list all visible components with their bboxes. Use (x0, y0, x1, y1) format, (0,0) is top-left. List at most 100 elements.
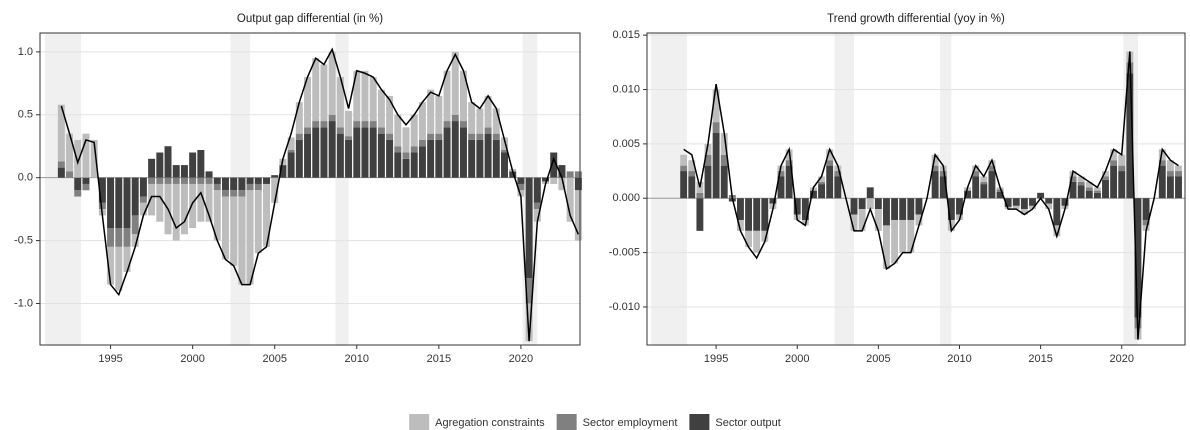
bar (525, 278, 533, 304)
x-tick-label: 2005 (866, 353, 890, 365)
bar (1102, 176, 1109, 180)
bar (1102, 179, 1109, 199)
bar (1085, 190, 1093, 199)
bar (180, 183, 188, 235)
bar (353, 127, 361, 178)
bar (533, 209, 541, 222)
bar (1012, 198, 1020, 206)
bar (1077, 185, 1085, 199)
bar (834, 171, 842, 177)
bar (295, 139, 303, 178)
bar (328, 51, 336, 115)
plot-frame (646, 32, 1186, 346)
y-tick-label: 1.0 (18, 46, 33, 58)
bar (336, 127, 344, 134)
bar (492, 139, 500, 178)
bar (353, 70, 361, 122)
bar (753, 230, 761, 253)
legend-label: Sector employment (583, 417, 678, 429)
bar (745, 230, 753, 248)
bar (1158, 165, 1166, 199)
bar (858, 209, 866, 231)
bar (205, 171, 213, 178)
bar (696, 192, 704, 199)
bar (492, 108, 500, 134)
bar (680, 165, 688, 172)
bar (558, 165, 566, 178)
bar (82, 177, 90, 184)
bar (98, 177, 106, 203)
bar (66, 133, 74, 172)
bar (769, 198, 777, 204)
bar (476, 133, 484, 140)
bar (1166, 171, 1174, 177)
x-tick-label: 2015 (427, 353, 451, 365)
bar (131, 177, 139, 216)
bar (1110, 165, 1118, 199)
bar (680, 171, 688, 199)
legend-swatch (689, 414, 710, 430)
bar (295, 133, 303, 140)
bar (287, 152, 295, 178)
bar (761, 198, 769, 231)
bar (793, 198, 801, 215)
bar (377, 133, 385, 178)
bar (377, 89, 385, 128)
bar (826, 160, 834, 166)
bar (197, 183, 205, 222)
bar (435, 95, 443, 134)
bar (172, 165, 180, 178)
bar (254, 183, 262, 191)
bar (336, 77, 344, 128)
bar (688, 160, 696, 172)
bar (435, 139, 443, 178)
bar (74, 139, 82, 178)
bar (107, 246, 115, 285)
bar (1093, 187, 1101, 191)
bar (410, 152, 418, 178)
bar (148, 183, 156, 216)
bar (221, 177, 229, 191)
bar (1037, 192, 1045, 199)
bar (468, 133, 476, 140)
bar (1118, 154, 1126, 166)
bar (566, 171, 574, 178)
bar (279, 165, 287, 178)
bar (1020, 198, 1028, 210)
bar (427, 133, 435, 140)
bar (156, 183, 164, 222)
bar (254, 177, 262, 184)
y-tick-label: -0.010 (609, 301, 640, 313)
bar (443, 70, 451, 122)
bar (254, 190, 262, 254)
bar (312, 127, 320, 178)
bar (501, 152, 508, 178)
total-line (60, 47, 580, 342)
bar (720, 165, 728, 199)
bar (826, 165, 834, 199)
bar (238, 196, 246, 285)
bar (386, 133, 394, 140)
bar (180, 177, 188, 184)
bar (402, 158, 410, 178)
bar (818, 181, 826, 185)
bar (156, 177, 164, 184)
bar (980, 176, 988, 182)
bar (1085, 181, 1093, 188)
bar (550, 177, 558, 184)
bar (369, 121, 377, 128)
bar (988, 171, 996, 199)
bar (574, 171, 582, 178)
bar (712, 89, 720, 123)
bar (712, 122, 720, 134)
bar (139, 177, 147, 197)
bar (468, 139, 476, 178)
bar (74, 177, 82, 191)
bar (287, 137, 295, 150)
bar (1029, 198, 1036, 206)
bar (189, 152, 197, 178)
bar (1126, 73, 1134, 199)
x-tick-label: 1995 (704, 353, 728, 365)
bar (818, 184, 826, 199)
